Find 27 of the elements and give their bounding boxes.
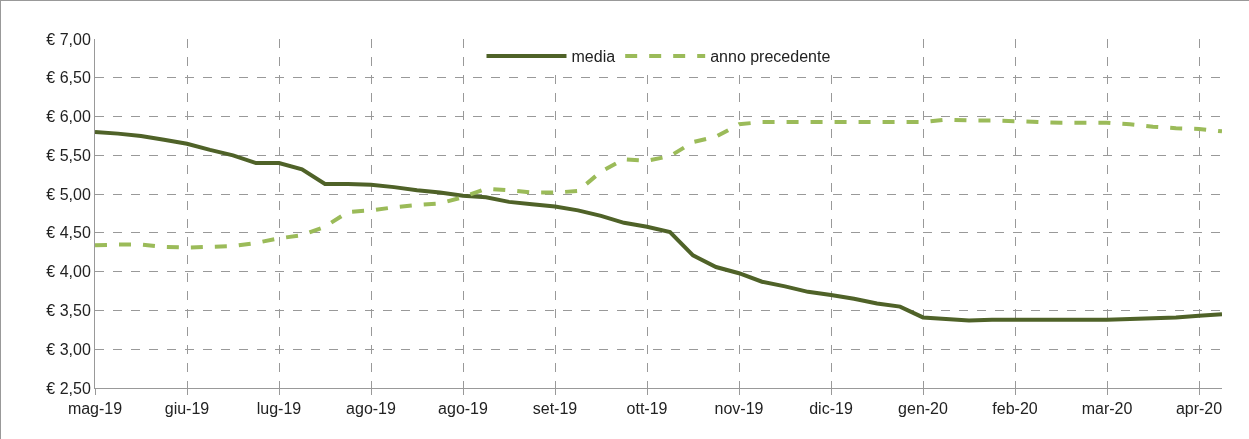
legend-label: anno precedente [710, 48, 831, 66]
x-tick-label: ago-19 [438, 400, 489, 418]
y-tick-label: € 5,50 [46, 146, 91, 164]
y-tick-label: € 2,50 [46, 379, 91, 397]
x-tick-label: mag-19 [67, 400, 123, 418]
x-tick-label: ago-19 [346, 400, 397, 418]
y-tick-label: € 3,00 [46, 340, 91, 358]
y-tick-label: € 4,50 [46, 224, 91, 242]
x-tick-label: dic-19 [809, 400, 853, 418]
x-tick-label: mar-20 [1081, 400, 1133, 418]
x-tick-label: nov-19 [714, 400, 764, 418]
x-tick-label: giu-19 [164, 400, 210, 418]
x-tick-label: apr-20 [1175, 400, 1223, 418]
x-tick-label: set-19 [532, 400, 578, 418]
line-series [95, 130, 1222, 323]
y-tick-label: € 4,00 [46, 263, 91, 281]
x-tick-label: gen-20 [898, 400, 949, 418]
y-tick-label: € 6,50 [46, 69, 91, 87]
x-tick-label: feb-20 [992, 400, 1038, 418]
y-tick-label: € 3,50 [46, 302, 91, 320]
line-series [95, 117, 1222, 250]
x-tick-label: lug-19 [256, 400, 302, 418]
x-tick-label: ott-19 [626, 400, 668, 418]
y-tick-label: € 5,00 [46, 185, 91, 203]
y-tick-label: € 6,00 [46, 108, 91, 126]
legend-label: media [571, 48, 616, 66]
y-tick-label: € 7,00 [46, 30, 91, 48]
